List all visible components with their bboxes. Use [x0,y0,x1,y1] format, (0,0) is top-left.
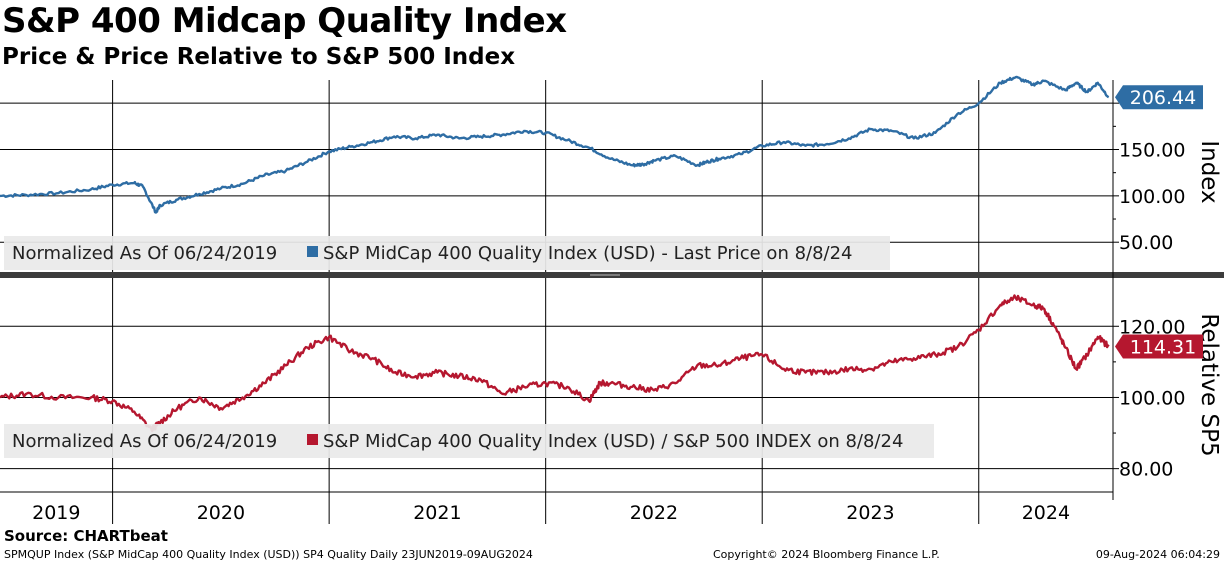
x-year-label-2024: 2024 [1022,502,1070,524]
footer-left: SPMQUP Index (S&P MidCap 400 Quality Ind… [4,548,533,561]
relative-legend-swatch [307,434,318,445]
x-year-label-2020: 2020 [197,502,245,524]
index-ytick-label: 50.00 [1119,232,1173,254]
index-axis-title: Index [1196,140,1222,203]
relative-last-value-label: 114.31 [1130,337,1196,359]
chart-title: S&P 400 Midcap Quality Index [2,1,567,41]
index-legend-swatch [307,246,318,257]
index-series-line [0,75,1110,214]
x-year-label-2019: 2019 [32,502,80,524]
relative-legend-prefix: Normalized As Of 06/24/2019 [12,431,277,452]
x-year-label-2023: 2023 [846,502,894,524]
relative-ytick-label: 100.00 [1119,387,1185,409]
index-last-value-flag [1115,85,1203,110]
index-panel: 50.00 100.00 150.00 Index 206.44 Normalized A… [0,75,1222,270]
index-legend: Normalized As Of 06/24/2019 S&P MidCap 40… [4,236,890,270]
relative-ytick-label: 80.00 [1119,459,1173,481]
relative-legend: Normalized As Of 06/24/2019 S&P MidCap 40… [4,424,934,458]
index-legend-prefix: Normalized As Of 06/24/2019 [12,243,277,264]
x-year-label-2022: 2022 [630,502,678,524]
footer-copyright: Copyright© 2024 Bloomberg Finance L.P. [713,548,940,561]
index-legend-bg [4,236,890,270]
index-ytick-label: 100.00 [1119,186,1185,208]
x-axis: 2019 2020 2021 2022 2023 2024 [32,502,1070,524]
footer-timestamp: 09-Aug-2024 06:04:29 [1095,548,1220,561]
relative-legend-series: S&P MidCap 400 Quality Index (USD) / S&P… [323,431,903,452]
chart-subtitle: Price & Price Relative to S&P 500 Index [2,44,516,70]
source-note: Source: CHARTbeat [4,527,168,545]
relative-legend-bg [4,424,934,458]
relative-ytick-label: 120.00 [1119,316,1185,338]
relative-series-line [0,294,1110,433]
relative-last-value-flag [1115,334,1203,359]
index-ytick-label: 150.00 [1119,140,1185,162]
index-last-value-label: 206.44 [1130,87,1196,109]
x-year-label-2021: 2021 [413,502,461,524]
index-legend-series: S&P MidCap 400 Quality Index (USD) - Las… [323,243,853,264]
